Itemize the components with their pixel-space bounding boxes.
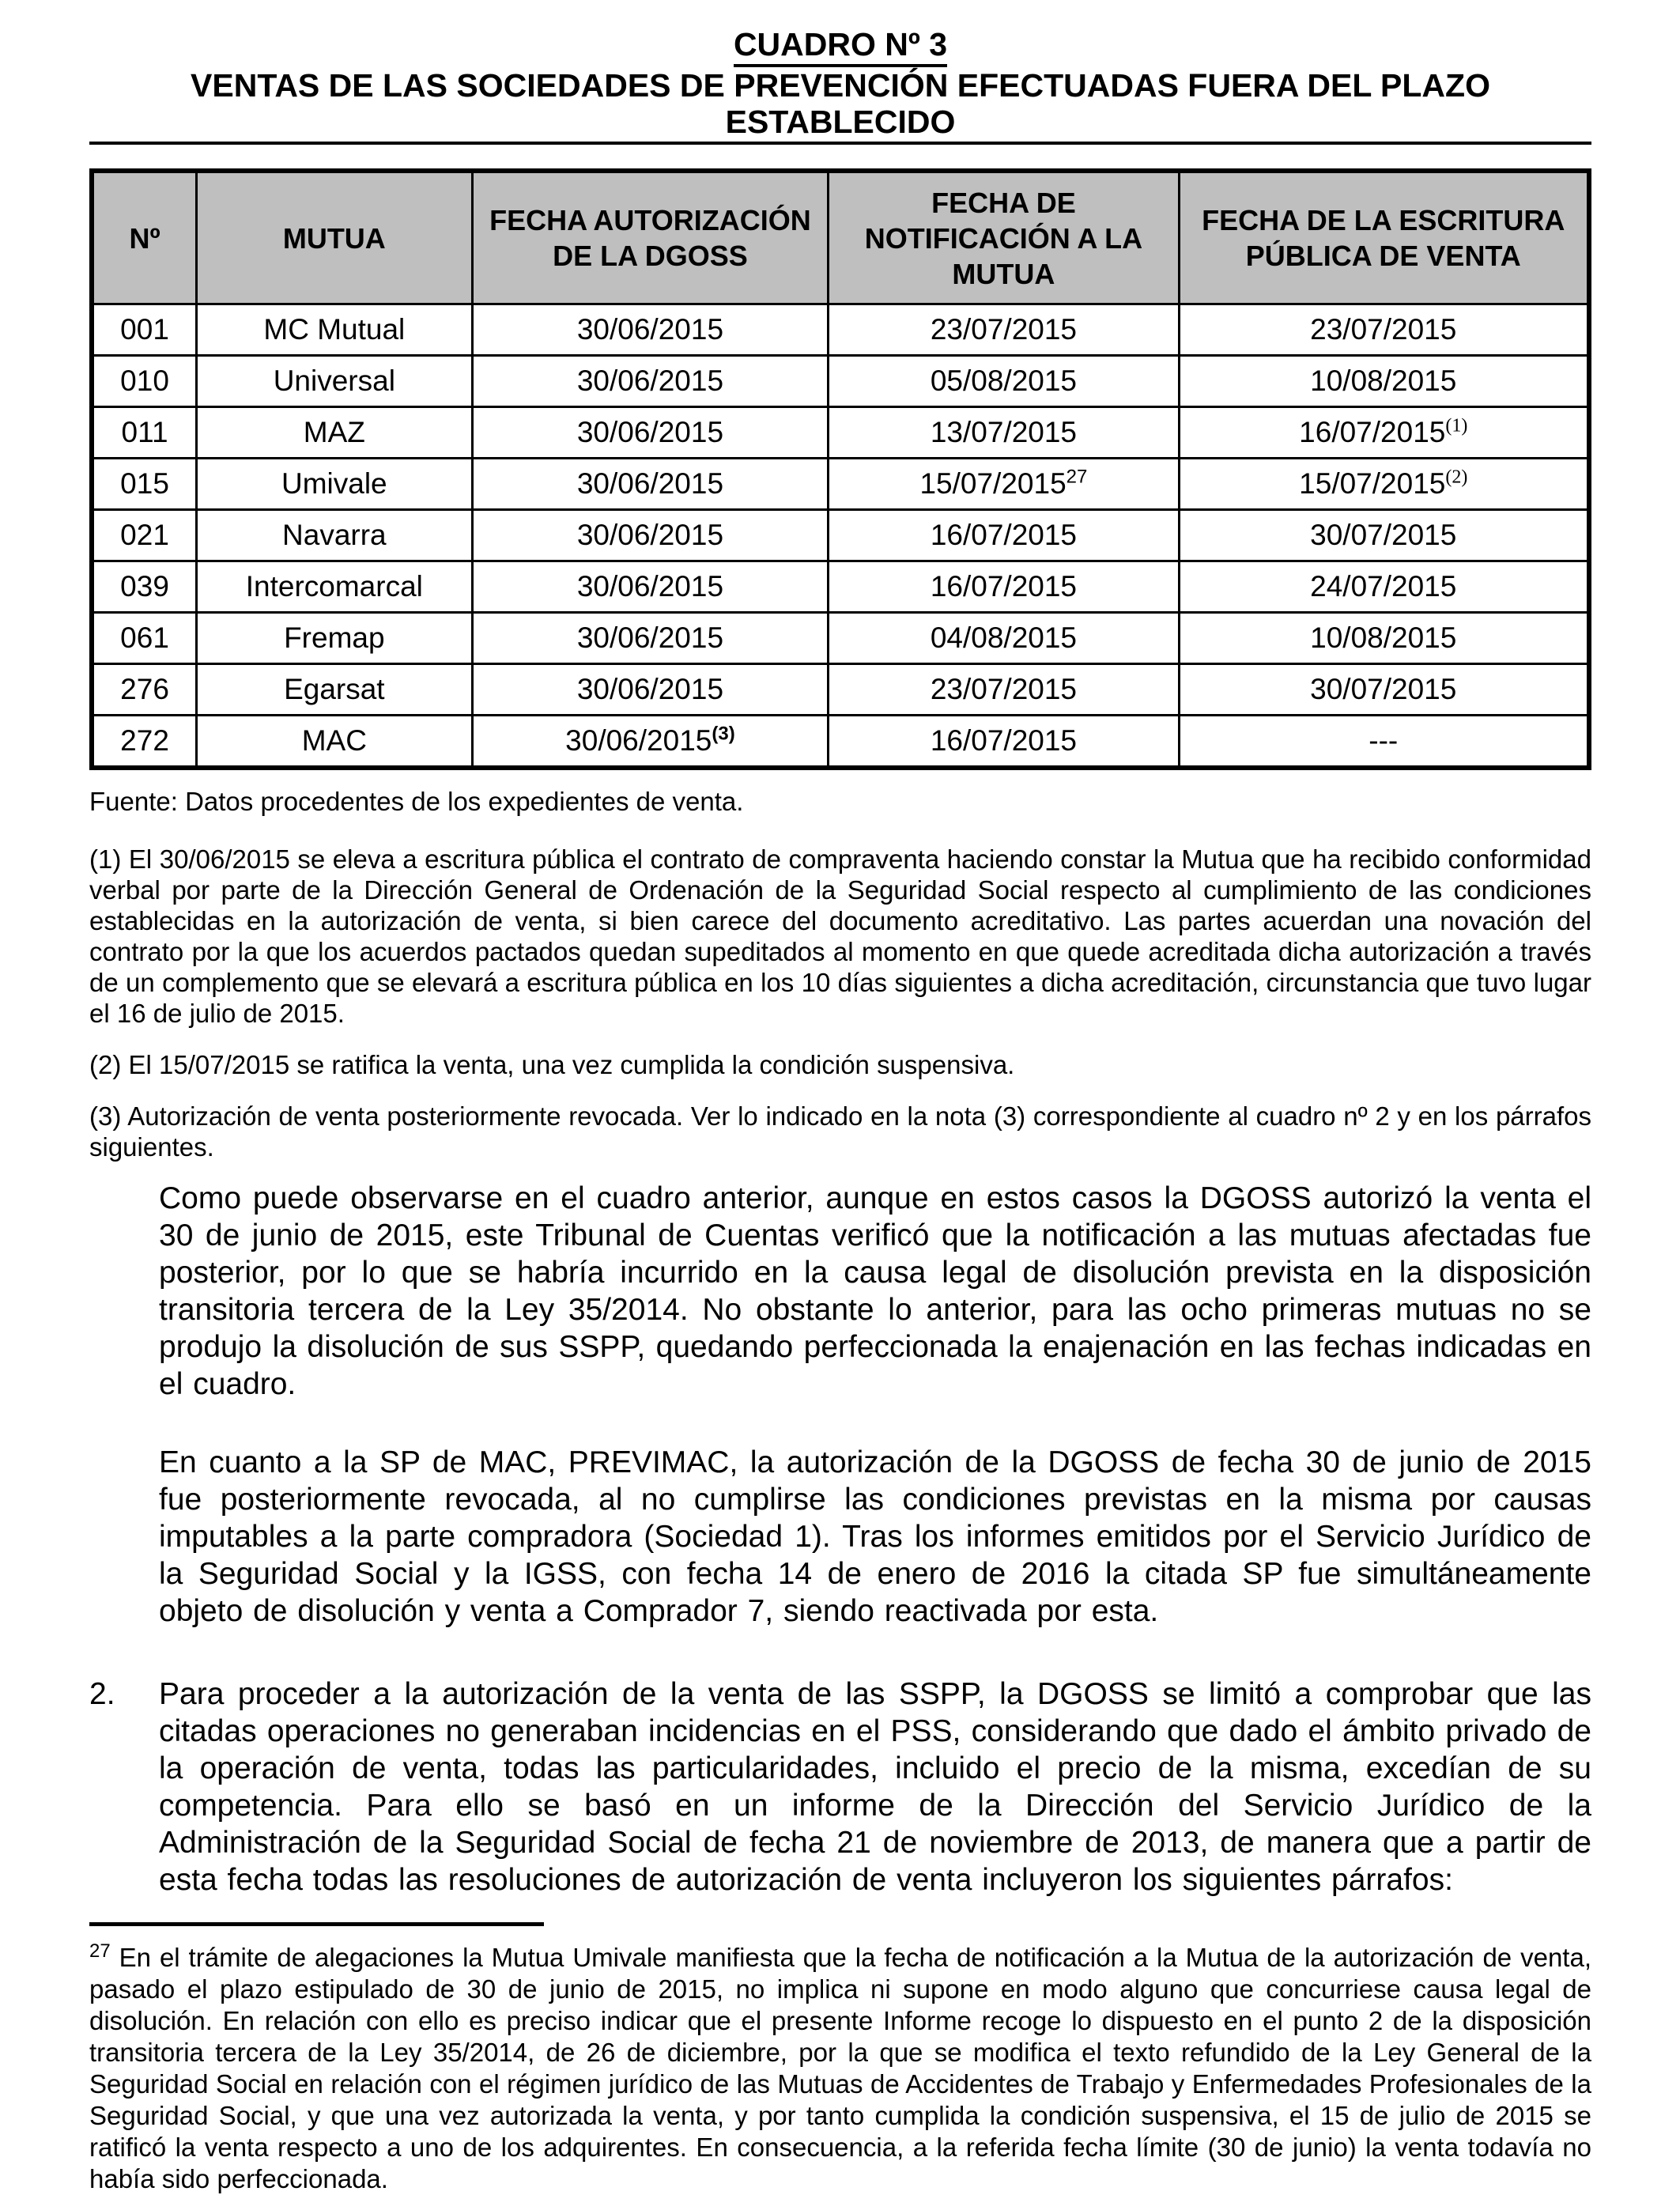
table-row: 010 Universal 30/06/2015 05/08/2015 10/08/20… bbox=[90, 354, 1591, 408]
table-cell: 23/07/2015 bbox=[827, 303, 1180, 357]
table-cell: 011 bbox=[90, 406, 198, 459]
table-body: 001 MC Mutual 30/06/2015 23/07/2015 23/07/20… bbox=[90, 303, 1591, 769]
table-cell: MAZ bbox=[195, 406, 474, 459]
table-cell: 276 bbox=[90, 663, 198, 716]
table-cell: 30/06/2015 bbox=[470, 303, 830, 357]
table-header-cell: MUTUA bbox=[195, 169, 474, 305]
table-cell: 13/07/2015 bbox=[827, 406, 1180, 459]
table-cell: 015 bbox=[90, 457, 198, 511]
footnote-27: 27 En el trámite de alegaciones la Mutua… bbox=[89, 1942, 1591, 2195]
table-cell: Universal bbox=[195, 354, 474, 408]
table-cell: 23/07/2015 bbox=[827, 663, 1180, 716]
table-cell: 16/07/2015 bbox=[827, 508, 1180, 562]
table-cell: 15/07/201527 bbox=[827, 457, 1180, 511]
list-number: 2. bbox=[89, 1677, 115, 1711]
table-header-row: Nº MUTUA FECHA AUTORIZACIÓN DE LA DGOSS FEC… bbox=[90, 169, 1591, 305]
footnote-text: En el trámite de alegaciones la Mutua Um… bbox=[89, 1943, 1591, 2193]
footnote-number: 27 bbox=[89, 1940, 111, 1962]
table-cell: 30/06/2015 bbox=[470, 508, 830, 562]
table-row: 039 Intercomarcal 30/06/2015 16/07/2015 24/0… bbox=[90, 560, 1591, 614]
table-subtitle: VENTAS DE LAS SOCIEDADES DE PREVENCIÓN E… bbox=[89, 67, 1591, 145]
table-row: 001 MC Mutual 30/06/2015 23/07/2015 23/07/20… bbox=[90, 303, 1591, 357]
table-cell: 039 bbox=[90, 560, 198, 614]
table-row: 015 Umivale 30/06/2015 15/07/201527 15/07/20… bbox=[90, 457, 1591, 511]
cell-superscript: (1) bbox=[1445, 415, 1468, 436]
table-cell: Navarra bbox=[195, 508, 474, 562]
table-cell: 30/06/2015 bbox=[470, 457, 830, 511]
table-note-3: (3) Autorización de venta posteriormente… bbox=[89, 1101, 1591, 1162]
table-header-cell: FECHA DE LA ESCRITURA PÚBLICA DE VENTA bbox=[1177, 169, 1591, 305]
table-note-1: (1) El 30/06/2015 se eleva a escritura p… bbox=[89, 844, 1591, 1028]
table-cell: MC Mutual bbox=[195, 303, 474, 357]
cell-superscript: 27 bbox=[1066, 466, 1088, 488]
table-cell: 24/07/2015 bbox=[1177, 560, 1591, 614]
table-cell: 001 bbox=[90, 303, 198, 357]
table-cell: 04/08/2015 bbox=[827, 611, 1180, 665]
table-cell: 16/07/2015 bbox=[827, 714, 1180, 769]
body-paragraph-1: Como puede observarse en el cuadro anter… bbox=[159, 1181, 1591, 1401]
table-cell: Fremap bbox=[195, 611, 474, 665]
table-cell: 23/07/2015 bbox=[1177, 303, 1591, 357]
table-row: 021 Navarra 30/06/2015 16/07/2015 30/07/2015 bbox=[90, 508, 1591, 562]
table-cell: 10/08/2015 bbox=[1177, 611, 1591, 665]
body-paragraph-2: En cuanto a la SP de MAC, PREVIMAC, la a… bbox=[159, 1445, 1591, 1628]
table-cell: 272 bbox=[90, 714, 198, 769]
table-note-2: (2) El 15/07/2015 se ratifica la venta, … bbox=[89, 1050, 1015, 1079]
list-text: Para proceder a la autorización de la ve… bbox=[159, 1677, 1591, 1897]
table-cell: 16/07/2015 bbox=[827, 560, 1180, 614]
table-header-cell: FECHA DE NOTIFICACIÓN A LA MUTUA bbox=[827, 169, 1180, 305]
table-cell: 10/08/2015 bbox=[1177, 354, 1591, 408]
table-cell: 30/06/2015 bbox=[470, 560, 830, 614]
table-cell: 15/07/2015(2) bbox=[1177, 457, 1591, 511]
table-row: 011 MAZ 30/06/2015 13/07/2015 16/07/2015(1) bbox=[90, 406, 1591, 459]
table-cell: 30/06/2015(3) bbox=[470, 714, 830, 769]
table-cell: 30/07/2015 bbox=[1177, 508, 1591, 562]
cell-superscript: (2) bbox=[1445, 467, 1468, 488]
footnote-separator bbox=[89, 1922, 544, 1926]
table-title: CUADRO Nº 3 bbox=[89, 24, 1591, 67]
table-row: 276 Egarsat 30/06/2015 23/07/2015 30/07/2015 bbox=[90, 663, 1591, 716]
table-cell: 021 bbox=[90, 508, 198, 562]
table-cell: 30/07/2015 bbox=[1177, 663, 1591, 716]
numbered-paragraph-2: 2. Para proceder a la autorización de la… bbox=[89, 1676, 1591, 1898]
table-cell: 30/06/2015 bbox=[470, 406, 830, 459]
table-row: 272 MAC 30/06/2015(3) 16/07/2015 --- bbox=[90, 714, 1591, 769]
source-line: Fuente: Datos procedentes de los expedie… bbox=[89, 787, 744, 816]
table-cell: 16/07/2015(1) bbox=[1177, 406, 1591, 459]
table-header-cell: Nº bbox=[90, 169, 198, 305]
table-subtitle-text: VENTAS DE LAS SOCIEDADES DE PREVENCIÓN E… bbox=[89, 67, 1591, 145]
table-cell: --- bbox=[1177, 714, 1591, 769]
sales-table: Nº MUTUA FECHA AUTORIZACIÓN DE LA DGOSS FEC… bbox=[89, 168, 1591, 770]
table-cell: 05/08/2015 bbox=[827, 354, 1180, 408]
table-cell: Egarsat bbox=[195, 663, 474, 716]
table-cell: 30/06/2015 bbox=[470, 354, 830, 408]
table-cell: 061 bbox=[90, 611, 198, 665]
table-row: 061 Fremap 30/06/2015 04/08/2015 10/08/2015 bbox=[90, 611, 1591, 665]
title-block: CUADRO Nº 3 VENTAS DE LAS SOCIEDADES DE … bbox=[89, 24, 1591, 145]
table-cell: 30/06/2015 bbox=[470, 663, 830, 716]
table-cell: 30/06/2015 bbox=[470, 611, 830, 665]
table-cell: MAC bbox=[195, 714, 474, 769]
table-cell: Intercomarcal bbox=[195, 560, 474, 614]
table-header-cell: FECHA AUTORIZACIÓN DE LA DGOSS bbox=[470, 169, 830, 305]
table-title-text: CUADRO Nº 3 bbox=[733, 26, 948, 67]
table-cell: 010 bbox=[90, 354, 198, 408]
cell-superscript: (3) bbox=[712, 723, 735, 745]
table-cell: Umivale bbox=[195, 457, 474, 511]
